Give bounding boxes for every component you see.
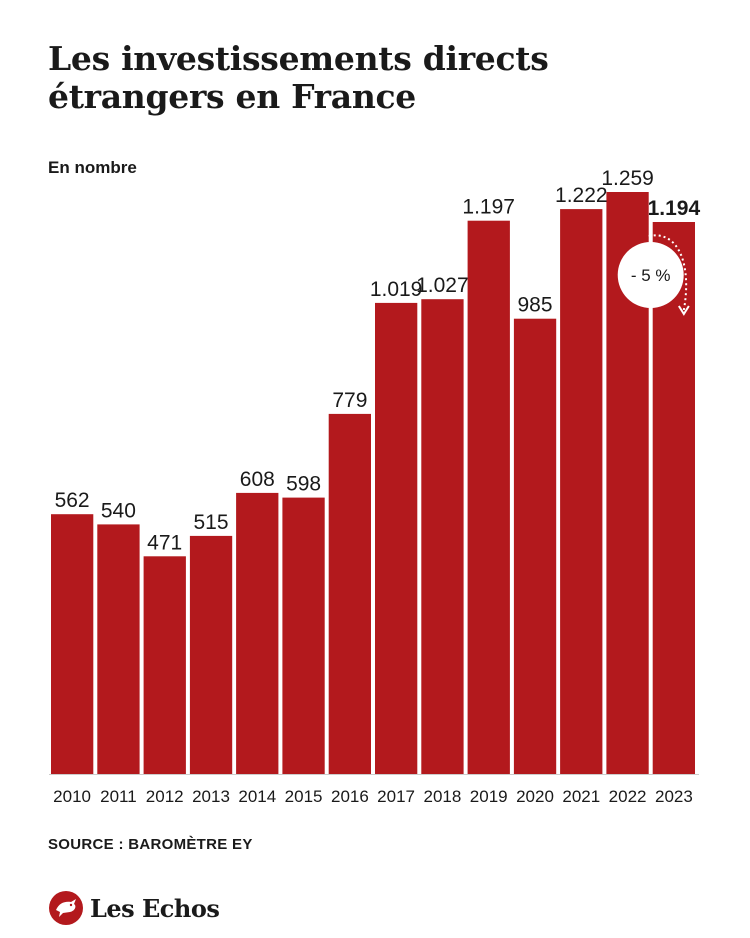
x-tick-label-2015: 2015 — [285, 787, 323, 806]
bar-2014 — [236, 492, 279, 774]
x-tick-label-2023: 2023 — [655, 787, 693, 806]
bar-2013 — [189, 535, 233, 774]
bar-2011 — [97, 524, 140, 774]
value-label-2016: 779 — [332, 389, 367, 412]
bar-2015 — [282, 497, 325, 774]
value-label-2023: 1.194 — [648, 197, 701, 220]
chart-subtitle: En nombre — [48, 158, 137, 177]
x-tick-label-2014: 2014 — [238, 787, 276, 806]
x-tick-label-2010: 2010 — [53, 787, 91, 806]
value-label-2010: 562 — [55, 489, 90, 512]
x-tick-label-2021: 2021 — [562, 787, 600, 806]
bar-2012 — [143, 556, 186, 774]
bar-2019 — [467, 220, 510, 774]
bar-2020 — [513, 318, 557, 774]
bar-2017 — [375, 302, 418, 774]
annotation-arrowhead — [678, 305, 690, 316]
change-annotation: - 5 % — [617, 234, 690, 316]
x-axis-labels-group: 2010 2011 2012 2013 2014 2015 2016 2017 2018 2019… — [53, 787, 693, 806]
source-note: SOURCE : BAROMÈTRE EY — [48, 836, 253, 853]
x-tick-label-2019: 2019 — [470, 787, 508, 806]
value-label-2013: 515 — [193, 511, 228, 534]
bar-2021 — [560, 209, 603, 775]
bar-2023 — [652, 222, 695, 774]
value-label-2014: 608 — [240, 468, 275, 491]
brand-logo: Les Echos — [48, 888, 220, 928]
value-label-2022: 1.259 — [601, 167, 654, 190]
value-label-2018: 1.027 — [416, 274, 469, 297]
logo-wordmark: Les Echos — [90, 893, 220, 923]
value-label-2019: 1.197 — [462, 196, 515, 219]
x-tick-label-2012: 2012 — [146, 787, 184, 806]
bar-2018 — [421, 299, 464, 774]
x-tick-label-2013: 2013 — [192, 787, 230, 806]
les-echos-logo-icon — [49, 891, 83, 925]
x-tick-label-2016: 2016 — [331, 787, 369, 806]
value-label-2015: 598 — [286, 473, 321, 496]
annotation-badge — [617, 242, 684, 308]
bar-2016 — [328, 413, 371, 774]
x-tick-label-2018: 2018 — [423, 787, 461, 806]
bar-2010 — [51, 514, 94, 774]
x-tick-label-2020: 2020 — [516, 787, 554, 806]
x-tick-label-2011: 2011 — [100, 787, 137, 806]
x-tick-label-2017: 2017 — [377, 787, 415, 806]
value-label-2011: 540 — [101, 499, 136, 522]
value-label-2012: 471 — [147, 531, 182, 554]
value-label-2020: 985 — [517, 294, 552, 317]
x-tick-label-2022: 2022 — [609, 787, 647, 806]
value-label-2017: 1.019 — [370, 278, 423, 301]
value-label-2021: 1.222 — [555, 184, 608, 207]
annotation-text: - 5 % — [631, 266, 671, 285]
chart-title: Les investissements directs étrangers en… — [48, 39, 549, 116]
